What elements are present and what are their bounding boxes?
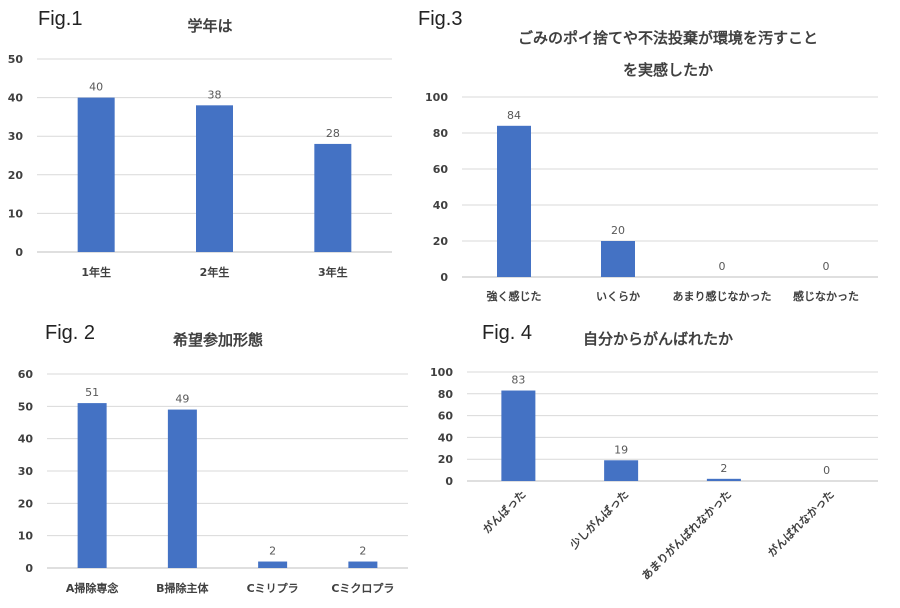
y-tick-label: 60 bbox=[18, 368, 34, 381]
x-category-label: Cミリプラ bbox=[247, 581, 299, 595]
y-tick-label: 80 bbox=[433, 127, 449, 140]
data-label: 49 bbox=[175, 393, 189, 406]
fig-label: Fig. 4 bbox=[482, 322, 533, 344]
fig-label: Fig.1 bbox=[38, 8, 83, 30]
y-tick-label: 60 bbox=[433, 163, 449, 176]
x-category-label: A掃除専念 bbox=[66, 581, 120, 595]
bar bbox=[258, 561, 288, 568]
chart-panel-fig1: Fig.1 学年は 0 10 20 30 40 50 40 1年生 38 2年生 28 3年生 bbox=[0, 0, 410, 290]
bar bbox=[77, 403, 107, 568]
data-label: 83 bbox=[511, 374, 525, 387]
x-category-label: あまりがんばれなかった bbox=[639, 487, 734, 582]
y-tick-label: 30 bbox=[8, 130, 24, 143]
fig-label: Fig. 2 bbox=[45, 322, 96, 344]
x-category-label: 強く感じた bbox=[487, 289, 542, 303]
y-tick-label: 100 bbox=[430, 366, 453, 379]
x-category-label: がんばった bbox=[480, 487, 529, 536]
chart-fig4: 自分からがんばれたか 0 20 40 60 80 100 83 がんばった 19 少しがんばった 2 あ… bbox=[430, 330, 878, 583]
y-tick-label: 0 bbox=[15, 246, 23, 259]
chart-title: を実感したか bbox=[623, 61, 713, 79]
y-tick-label: 30 bbox=[18, 465, 34, 478]
y-tick-label: 40 bbox=[8, 92, 24, 105]
x-category-label: 1年生 bbox=[81, 265, 111, 279]
data-label: 20 bbox=[611, 224, 625, 237]
bar bbox=[167, 409, 197, 568]
x-category-label: あまり感じなかった bbox=[673, 289, 772, 303]
y-tick-label: 40 bbox=[433, 199, 449, 212]
bar bbox=[77, 97, 115, 252]
chart-panel-fig4: Fig. 4 自分からがんばれたか 0 20 40 60 80 100 83 がんばった 19 少し… bbox=[420, 314, 900, 604]
bar bbox=[348, 561, 378, 568]
data-label: 2 bbox=[269, 545, 276, 558]
x-category-label: 2年生 bbox=[200, 265, 230, 279]
x-category-label: 感じなかった bbox=[793, 289, 859, 303]
x-category-label: B掃除主体 bbox=[156, 581, 209, 595]
y-tick-label: 20 bbox=[8, 169, 24, 182]
x-category-label: Cミクロプラ bbox=[331, 581, 394, 595]
y-tick-label: 20 bbox=[18, 497, 34, 510]
bar bbox=[497, 125, 531, 277]
bar bbox=[601, 241, 635, 277]
y-tick-label: 0 bbox=[25, 562, 33, 575]
chart-panel-fig3: Fig.3 ごみのポイ捨てや不法投棄が環境を汚すこと を実感したか 0 20 40 60 8… bbox=[410, 0, 900, 310]
chart-title: 自分からがんばれたか bbox=[583, 330, 733, 348]
data-label: 84 bbox=[507, 109, 521, 122]
data-label: 28 bbox=[326, 127, 340, 140]
data-label: 0 bbox=[823, 260, 830, 273]
bar bbox=[314, 143, 352, 252]
x-category-label: 3年生 bbox=[318, 265, 348, 279]
chart-title: ごみのポイ捨てや不法投棄が環境を汚すこと bbox=[518, 29, 818, 47]
chart-panel-fig2: Fig. 2 希望参加形態 0 10 20 30 40 50 60 51 A掃除専念 49 B掃除主体… bbox=[0, 314, 420, 604]
bar bbox=[604, 460, 639, 481]
y-tick-label: 0 bbox=[445, 475, 453, 488]
x-category-label: いくらか bbox=[596, 290, 640, 303]
y-tick-label: 40 bbox=[438, 431, 454, 444]
fig-label: Fig.3 bbox=[418, 8, 463, 30]
chart-fig1: 学年は 0 10 20 30 40 50 40 1年生 38 2年生 28 3年生 bbox=[8, 17, 392, 279]
chart-title: 学年は bbox=[187, 17, 232, 35]
y-tick-label: 50 bbox=[8, 53, 24, 66]
y-tick-label: 40 bbox=[18, 433, 34, 446]
y-tick-label: 20 bbox=[433, 235, 449, 248]
data-label: 2 bbox=[720, 462, 727, 475]
x-category-label: がんばれなかった bbox=[765, 487, 837, 559]
data-label: 2 bbox=[359, 545, 366, 558]
chart-fig2: 希望参加形態 0 10 20 30 40 50 60 51 A掃除専念 49 B掃除主体 2 Cミリプラ 2… bbox=[18, 331, 408, 595]
y-tick-label: 20 bbox=[438, 453, 454, 466]
x-category-label: 少しがんばった bbox=[566, 487, 631, 552]
y-tick-label: 0 bbox=[440, 271, 448, 284]
data-label: 19 bbox=[614, 443, 628, 456]
data-label: 38 bbox=[208, 88, 222, 101]
data-label: 0 bbox=[823, 464, 830, 477]
y-tick-label: 10 bbox=[8, 207, 24, 220]
y-tick-label: 80 bbox=[438, 388, 454, 401]
data-label: 40 bbox=[89, 81, 103, 94]
bar bbox=[706, 478, 741, 481]
chart-title: 希望参加形態 bbox=[173, 331, 263, 349]
data-label: 51 bbox=[85, 386, 99, 399]
y-tick-label: 60 bbox=[438, 410, 454, 423]
y-tick-label: 10 bbox=[18, 530, 34, 543]
y-tick-label: 100 bbox=[425, 91, 448, 104]
bar bbox=[501, 390, 536, 481]
data-label: 0 bbox=[719, 260, 726, 273]
y-tick-label: 50 bbox=[18, 400, 34, 413]
bar bbox=[196, 105, 233, 252]
